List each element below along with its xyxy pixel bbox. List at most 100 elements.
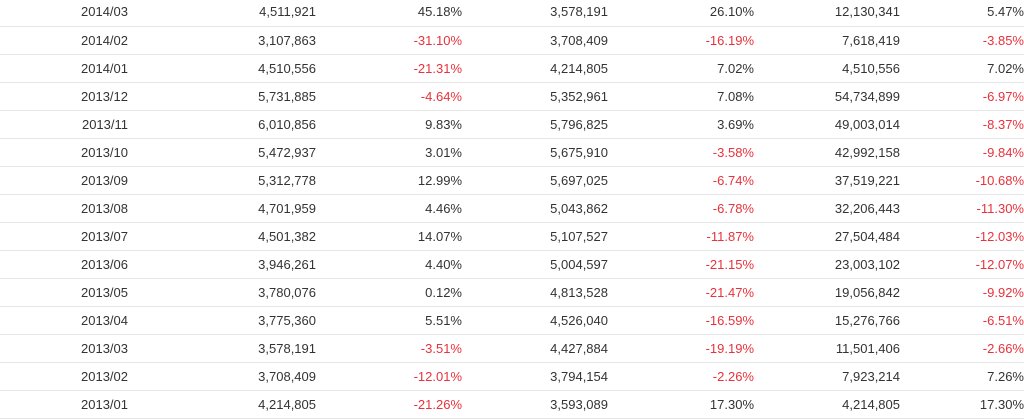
change-1-cell: 14.07% — [316, 222, 462, 251]
value-3-cell: 37,519,221 — [754, 166, 900, 195]
change-1-cell: 45.18% — [316, 0, 462, 27]
change-3-cell: -2.66% — [900, 334, 1024, 363]
value-1-cell: 3,578,191 — [128, 334, 316, 363]
change-1-cell: -31.10% — [316, 26, 462, 55]
change-2-cell: -11.87% — [608, 222, 754, 251]
table-row: 2013/06 3,946,261 4.40% 5,004,597 -21.15% 23,… — [0, 250, 1024, 279]
value-3-cell: 4,214,805 — [754, 390, 900, 419]
value-3-cell: 7,923,214 — [754, 362, 900, 391]
change-2-cell: -6.74% — [608, 166, 754, 195]
change-2-cell: 3.69% — [608, 110, 754, 139]
change-1-cell: -12.01% — [316, 362, 462, 391]
change-3-cell: -9.84% — [900, 138, 1024, 167]
table-row: 2013/10 5,472,937 3.01% 5,675,910 -3.58% 42,9… — [0, 138, 1024, 167]
change-1-cell: 5.51% — [316, 306, 462, 335]
change-1-cell: 12.99% — [316, 166, 462, 195]
value-3-cell: 32,206,443 — [754, 194, 900, 223]
value-2-cell: 3,794,154 — [462, 362, 608, 391]
value-1-cell: 3,107,863 — [128, 26, 316, 55]
table-row: 2013/08 4,701,959 4.46% 5,043,862 -6.78% 32,2… — [0, 194, 1024, 223]
change-1-cell: 4.40% — [316, 250, 462, 279]
change-2-cell: -16.59% — [608, 306, 754, 335]
value-1-cell: 3,780,076 — [128, 278, 316, 307]
value-3-cell: 11,501,406 — [754, 334, 900, 363]
value-2-cell: 5,352,961 — [462, 82, 608, 111]
month-cell: 2014/03 — [0, 0, 128, 27]
change-3-cell: 7.02% — [900, 54, 1024, 83]
change-1-cell: 4.46% — [316, 194, 462, 223]
value-2-cell: 4,813,528 — [462, 278, 608, 307]
change-1-cell: -3.51% — [316, 334, 462, 363]
change-2-cell: 26.10% — [608, 0, 754, 27]
change-2-cell: -2.26% — [608, 362, 754, 391]
value-2-cell: 4,526,040 — [462, 306, 608, 335]
value-3-cell: 19,056,842 — [754, 278, 900, 307]
table-row: 2013/03 3,578,191 -3.51% 4,427,884 -19.19% 11… — [0, 334, 1024, 363]
value-1-cell: 4,214,805 — [128, 390, 316, 419]
month-cell: 2013/12 — [0, 82, 128, 111]
value-1-cell: 4,701,959 — [128, 194, 316, 223]
value-2-cell: 5,043,862 — [462, 194, 608, 223]
change-2-cell: -16.19% — [608, 26, 754, 55]
value-2-cell: 4,214,805 — [462, 54, 608, 83]
value-1-cell: 4,501,382 — [128, 222, 316, 251]
value-1-cell: 3,775,360 — [128, 306, 316, 335]
month-cell: 2013/01 — [0, 390, 128, 419]
value-3-cell: 49,003,014 — [754, 110, 900, 139]
month-cell: 2013/03 — [0, 334, 128, 363]
table-row: 2013/04 3,775,360 5.51% 4,526,040 -16.59% 15,… — [0, 306, 1024, 335]
value-3-cell: 23,003,102 — [754, 250, 900, 279]
value-3-cell: 42,992,158 — [754, 138, 900, 167]
table-row: 2013/02 3,708,409 -12.01% 3,794,154 -2.26% 7,… — [0, 362, 1024, 391]
month-cell: 2013/11 — [0, 110, 128, 139]
table-row: 2013/09 5,312,778 12.99% 5,697,025 -6.74% 37,… — [0, 166, 1024, 195]
month-cell: 2013/05 — [0, 278, 128, 307]
change-3-cell: -8.37% — [900, 110, 1024, 139]
value-1-cell: 3,946,261 — [128, 250, 316, 279]
table-row: 2013/12 5,731,885 -4.64% 5,352,961 7.08% 54,7… — [0, 82, 1024, 111]
value-3-cell: 7,618,419 — [754, 26, 900, 55]
table-row: 2013/07 4,501,382 14.07% 5,107,527 -11.87% 27… — [0, 222, 1024, 251]
value-2-cell: 4,427,884 — [462, 334, 608, 363]
value-1-cell: 3,708,409 — [128, 362, 316, 391]
change-1-cell: -4.64% — [316, 82, 462, 111]
value-2-cell: 3,578,191 — [462, 0, 608, 27]
change-3-cell: -12.03% — [900, 222, 1024, 251]
value-1-cell: 4,511,921 — [128, 0, 316, 27]
month-cell: 2013/07 — [0, 222, 128, 251]
value-3-cell: 27,504,484 — [754, 222, 900, 251]
value-1-cell: 5,472,937 — [128, 138, 316, 167]
change-2-cell: -19.19% — [608, 334, 754, 363]
change-2-cell: 7.08% — [608, 82, 754, 111]
change-3-cell: -3.85% — [900, 26, 1024, 55]
change-2-cell: 7.02% — [608, 54, 754, 83]
value-3-cell: 54,734,899 — [754, 82, 900, 111]
change-1-cell: -21.26% — [316, 390, 462, 419]
month-cell: 2014/02 — [0, 26, 128, 55]
value-1-cell: 5,731,885 — [128, 82, 316, 111]
value-3-cell: 12,130,341 — [754, 0, 900, 27]
change-2-cell: -21.47% — [608, 278, 754, 307]
change-1-cell: 0.12% — [316, 278, 462, 307]
change-3-cell: 7.26% — [900, 362, 1024, 391]
value-1-cell: 4,510,556 — [128, 54, 316, 83]
value-3-cell: 15,276,766 — [754, 306, 900, 335]
change-3-cell: 5.47% — [900, 0, 1024, 27]
value-2-cell: 5,697,025 — [462, 166, 608, 195]
value-1-cell: 6,010,856 — [128, 110, 316, 139]
value-2-cell: 3,708,409 — [462, 26, 608, 55]
change-1-cell: 9.83% — [316, 110, 462, 139]
month-cell: 2013/10 — [0, 138, 128, 167]
change-3-cell: -10.68% — [900, 166, 1024, 195]
table-row: 2014/01 4,510,556 -21.31% 4,214,805 7.02% 4,5… — [0, 54, 1024, 83]
month-cell: 2014/01 — [0, 54, 128, 83]
change-2-cell: -21.15% — [608, 250, 754, 279]
table-row: 2013/11 6,010,856 9.83% 5,796,825 3.69% 49,00… — [0, 110, 1024, 139]
table-row: 2013/05 3,780,076 0.12% 4,813,528 -21.47% 19,… — [0, 278, 1024, 307]
change-3-cell: -6.51% — [900, 306, 1024, 335]
table-row: 2014/03 4,511,921 45.18% 3,578,191 26.10% 12,… — [0, 0, 1024, 27]
value-1-cell: 5,312,778 — [128, 166, 316, 195]
table-row: 2014/02 3,107,863 -31.10% 3,708,409 -16.19% 7… — [0, 26, 1024, 55]
